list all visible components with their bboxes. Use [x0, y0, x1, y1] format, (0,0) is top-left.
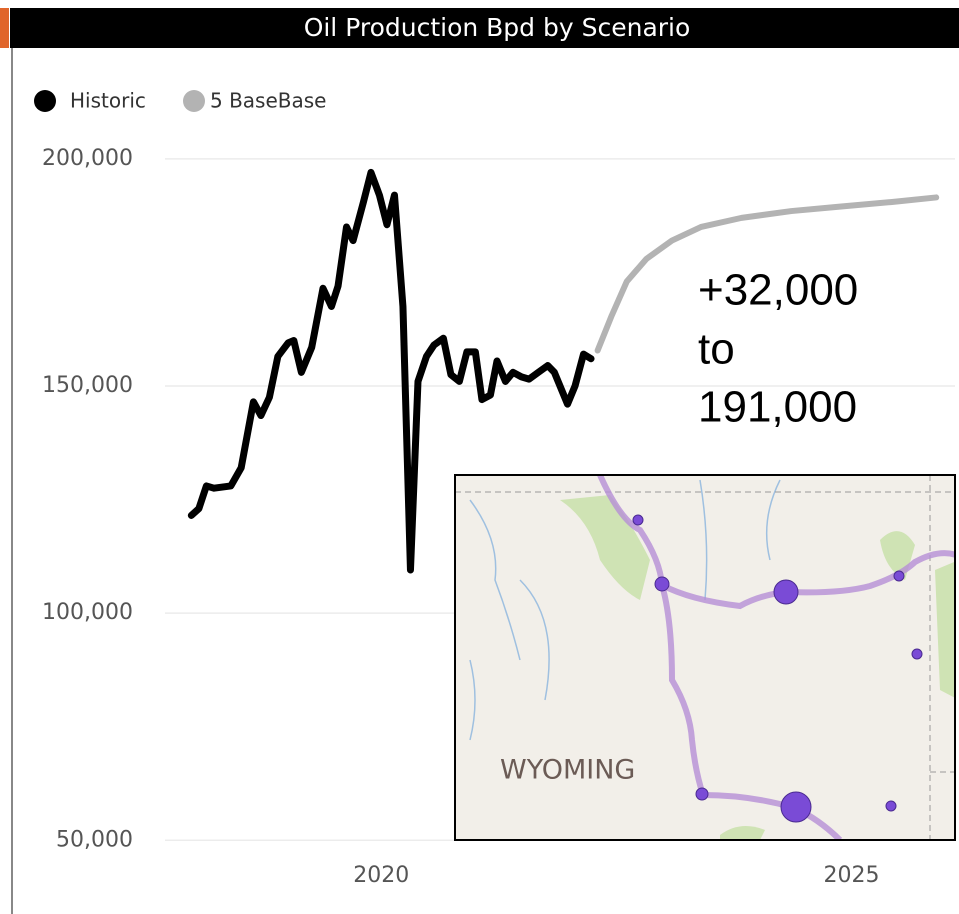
chart: Oil Production Bpd by Scenario 50,000 100…	[0, 0, 959, 914]
annotation: to	[698, 325, 735, 374]
x-tick-label: 2020	[353, 863, 409, 888]
y-tick-label: 150,000	[42, 373, 133, 398]
legend-marker	[183, 90, 205, 112]
y-tick-label: 50,000	[56, 827, 133, 852]
page: {"chart_data": { "type": "line", "title"…	[0, 0, 959, 914]
map-inset: WYOMING	[455, 475, 959, 840]
x-tick-label: 2025	[824, 863, 880, 888]
legend-label: 5 BaseBase	[210, 89, 326, 113]
annotation: +32,000	[698, 266, 858, 315]
accent-bar	[0, 8, 9, 48]
legend: Historic 5 BaseBase	[34, 89, 326, 113]
y-tick-label: 200,000	[42, 146, 133, 171]
y-tick-label: 100,000	[42, 600, 133, 625]
legend-marker	[34, 90, 56, 112]
map-label: WYOMING	[500, 755, 635, 786]
legend-label: Historic	[70, 89, 146, 113]
chart-title: Oil Production Bpd by Scenario	[304, 13, 691, 42]
annotation: 191,000	[698, 383, 857, 432]
